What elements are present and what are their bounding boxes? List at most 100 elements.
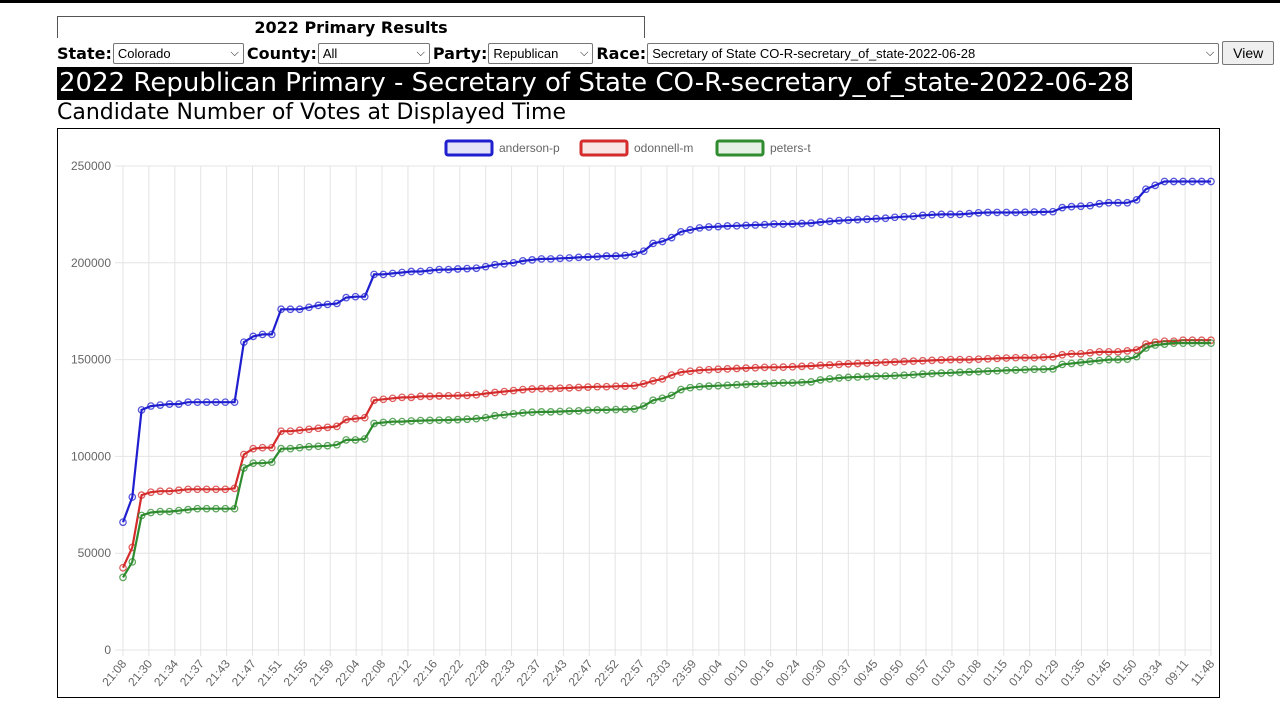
- data-point: [909, 357, 918, 365]
- data-point: [249, 332, 258, 341]
- x-tick-label: 01:35: [1058, 657, 1088, 689]
- chevron-down-icon: ⌵: [580, 46, 589, 59]
- data-point: [621, 251, 630, 260]
- data-point: [184, 398, 192, 407]
- x-tick-label: 22:22: [436, 657, 466, 689]
- data-point: [249, 459, 258, 468]
- data-point: [779, 363, 788, 372]
- data-point: [1086, 201, 1094, 210]
- data-point: [1188, 339, 1197, 347]
- x-tick-label: 21:59: [307, 657, 337, 689]
- data-point: [1095, 348, 1104, 356]
- data-point: [816, 218, 825, 226]
- x-tick-label: 23:03: [643, 657, 673, 689]
- data-point: [407, 267, 416, 276]
- data-point: [1179, 339, 1187, 347]
- data-point: [398, 417, 406, 426]
- data-point: [946, 368, 955, 377]
- data-point: [546, 384, 555, 393]
- data-point: [314, 301, 323, 310]
- data-point: [537, 255, 546, 263]
- chart-subheading: Candidate Number of Votes at Displayed T…: [57, 100, 566, 125]
- data-point: [956, 368, 964, 377]
- data-point: [1123, 355, 1132, 364]
- data-point: [704, 382, 713, 390]
- data-point: [1197, 339, 1206, 347]
- top-border: [0, 0, 1280, 3]
- data-point: [1030, 365, 1039, 374]
- y-tick-label: 250000: [71, 159, 111, 173]
- party-select-value: Republican: [493, 45, 559, 61]
- data-point: [119, 518, 127, 527]
- state-select[interactable]: Colorado ⌵: [112, 42, 244, 64]
- data-point: [416, 416, 425, 425]
- data-point: [872, 358, 881, 367]
- data-point: [704, 223, 713, 231]
- party-select[interactable]: Republican ⌵: [488, 42, 594, 64]
- x-tick-label: 22:43: [540, 657, 570, 689]
- data-point: [323, 300, 332, 309]
- data-point: [881, 358, 890, 367]
- data-point: [686, 383, 695, 392]
- data-point: [500, 387, 509, 396]
- data-point: [695, 382, 704, 391]
- data-point: [1030, 208, 1039, 216]
- data-point: [1002, 208, 1011, 217]
- x-tick-label: 22:16: [410, 657, 440, 689]
- x-tick-label: 22:52: [591, 657, 621, 689]
- view-button[interactable]: View: [1222, 41, 1275, 65]
- data-point: [686, 226, 695, 234]
- data-point: [770, 363, 778, 372]
- data-point: [723, 381, 732, 390]
- data-point: [667, 371, 676, 379]
- data-point: [453, 265, 462, 273]
- state-label: State:: [57, 43, 112, 63]
- data-point: [370, 419, 378, 428]
- data-point: [249, 444, 258, 453]
- x-tick-label: 01:29: [1032, 657, 1062, 689]
- x-tick-label: 21:55: [281, 657, 311, 689]
- page-heading: 2022 Republican Primary - Secretary of S…: [57, 67, 1133, 100]
- data-point: [519, 408, 527, 417]
- data-point: [630, 250, 639, 258]
- data-point: [742, 380, 750, 389]
- chevron-down-icon: ⌵: [230, 46, 239, 59]
- x-tick-label: 22:04: [332, 657, 362, 689]
- data-point: [965, 355, 974, 364]
- data-point: [890, 371, 899, 380]
- race-select[interactable]: Secretary of State CO-R-secretary_of_sta…: [647, 42, 1220, 64]
- data-point: [621, 405, 630, 414]
- x-tick-label: 22:57: [617, 657, 647, 689]
- data-point: [797, 362, 806, 371]
- state-select-value: Colorado: [117, 45, 171, 61]
- data-point: [1197, 177, 1206, 186]
- series-line-odonnell-m: [121, 339, 1211, 569]
- x-tick-label: 00:30: [799, 657, 829, 689]
- filter-controls: State: Colorado ⌵ County: All ⌵ Party: R…: [57, 40, 1275, 66]
- data-point: [333, 422, 341, 431]
- data-point: [658, 375, 667, 383]
- data-point: [658, 237, 667, 246]
- county-select-value: All: [322, 45, 338, 61]
- data-point: [704, 365, 713, 374]
- data-point: [351, 414, 360, 423]
- data-point: [509, 258, 518, 267]
- data-point: [956, 210, 964, 219]
- data-point: [360, 292, 369, 301]
- data-point: [147, 488, 155, 497]
- data-point: [1151, 341, 1160, 349]
- data-point: [844, 373, 853, 382]
- data-point: [556, 254, 564, 263]
- data-point: [174, 400, 183, 408]
- data-point: [788, 378, 797, 387]
- data-point: [1067, 359, 1076, 368]
- data-point: [481, 262, 490, 271]
- data-point: [956, 355, 964, 364]
- x-tick-label: 22:33: [488, 657, 518, 689]
- county-select[interactable]: All ⌵: [317, 42, 430, 64]
- data-point: [472, 390, 481, 399]
- data-point: [797, 219, 806, 228]
- data-point: [1021, 353, 1029, 362]
- data-point: [1151, 181, 1160, 190]
- data-point: [825, 375, 834, 383]
